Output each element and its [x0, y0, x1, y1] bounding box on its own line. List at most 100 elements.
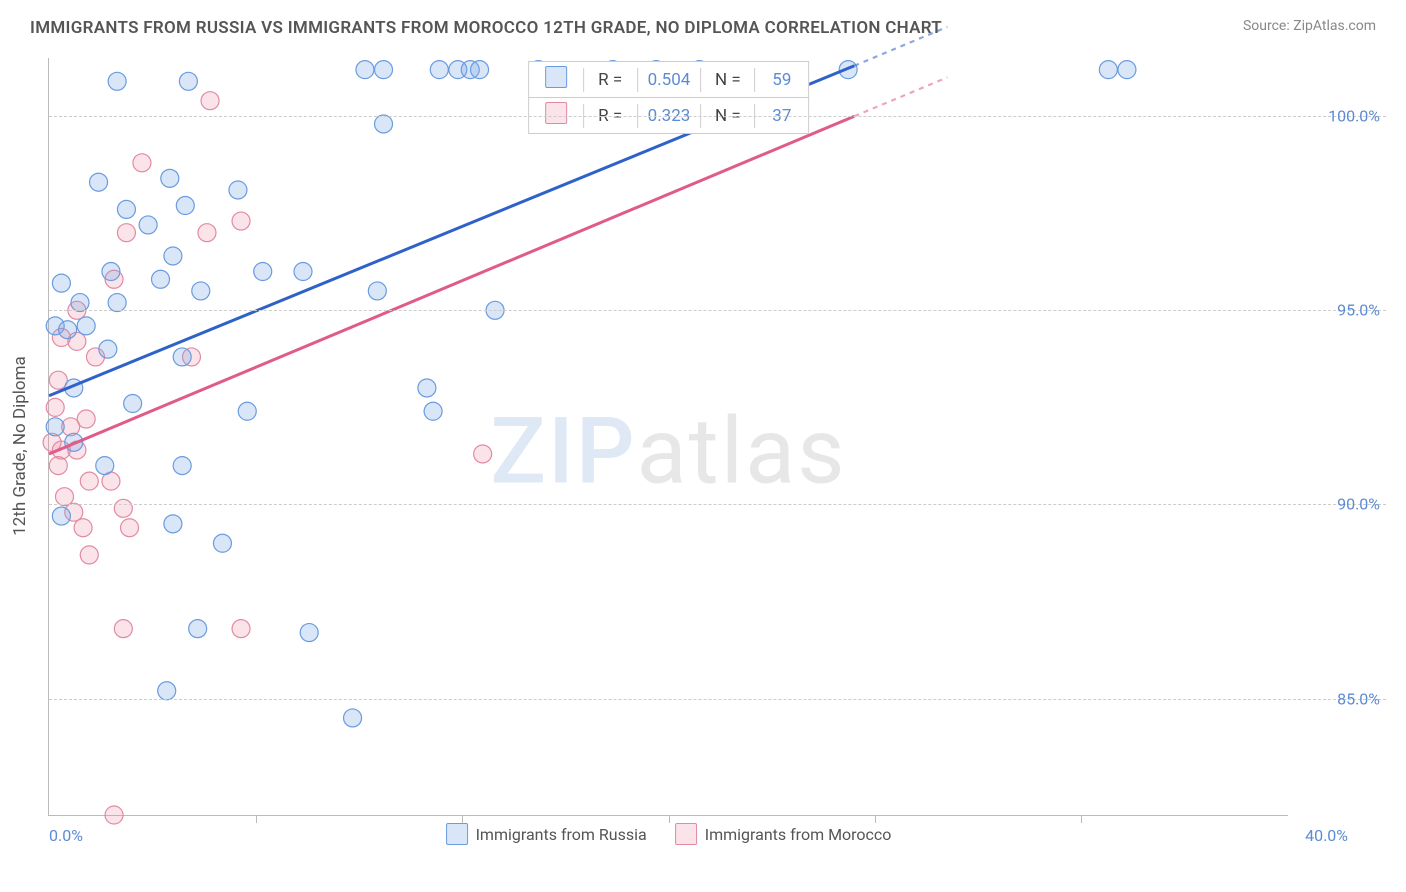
- correlation-table: R =0.504N =59R =0.323N =37: [528, 62, 810, 134]
- scatter-point-russia: [238, 402, 256, 420]
- gridline-h: [49, 310, 1386, 311]
- legend-label: Immigrants from Russia: [476, 825, 647, 844]
- gridline-h: [49, 504, 1386, 505]
- scatter-point-morocco: [201, 92, 219, 110]
- y-axis-label: 12th Grade, No Diploma: [10, 356, 30, 536]
- scatter-point-russia: [254, 263, 272, 281]
- x-tick: [256, 815, 257, 823]
- rtable-row-russia: R =0.504N =59: [528, 61, 810, 98]
- scatter-point-russia: [179, 72, 197, 90]
- scatter-point-russia: [108, 72, 126, 90]
- scatter-point-russia: [176, 197, 194, 215]
- scatter-point-morocco: [55, 488, 73, 506]
- scatter-point-russia: [108, 294, 126, 312]
- scatter-point-morocco: [114, 499, 132, 517]
- scatter-point-morocco: [114, 620, 132, 638]
- scatter-point-morocco: [133, 154, 151, 172]
- source-link[interactable]: ZipAtlas.com: [1293, 18, 1376, 34]
- scatter-point-russia: [375, 115, 393, 133]
- scatter-point-russia: [375, 61, 393, 79]
- scatter-point-morocco: [232, 620, 250, 638]
- scatter-point-morocco: [46, 398, 64, 416]
- scatter-point-russia: [158, 682, 176, 700]
- rtable-R-value: 0.504: [637, 68, 701, 92]
- scatter-point-morocco: [232, 212, 250, 230]
- scatter-point-russia: [164, 247, 182, 265]
- scatter-point-russia: [71, 294, 89, 312]
- x-range-label: 40.0%: [1305, 826, 1348, 845]
- scatter-point-morocco: [49, 457, 67, 475]
- plot-area: ZIPatlas R =0.504N =59R =0.323N =37 Immi…: [48, 58, 1288, 816]
- scatter-point-morocco: [74, 519, 92, 537]
- x-tick: [875, 815, 876, 823]
- rtable-N-value: 59: [754, 68, 808, 92]
- scatter-point-russia: [368, 282, 386, 300]
- scatter-point-russia: [59, 321, 77, 339]
- scatter-point-russia: [46, 418, 64, 436]
- x-range-label: 0.0%: [49, 826, 83, 845]
- gridline-h: [49, 116, 1386, 117]
- scatter-point-russia: [229, 181, 247, 199]
- scatter-point-russia: [1118, 61, 1136, 79]
- scatter-point-russia: [424, 402, 442, 420]
- legend-item-russia: Immigrants from Russia: [446, 823, 647, 845]
- y-tick-label: 95.0%: [1337, 301, 1380, 320]
- scatter-point-russia: [471, 61, 489, 79]
- scatter-point-morocco: [117, 224, 135, 242]
- scatter-point-russia: [102, 263, 120, 281]
- bottom-legend: Immigrants from Russia Immigrants from Mo…: [446, 823, 892, 845]
- x-tick: [669, 815, 670, 823]
- scatter-point-russia: [173, 348, 191, 366]
- legend-label: Immigrants from Morocco: [705, 825, 892, 844]
- scatter-point-russia: [213, 534, 231, 552]
- source-label: Source:: [1243, 18, 1290, 34]
- scatter-point-morocco: [105, 806, 123, 824]
- scatter-point-russia: [294, 263, 312, 281]
- scatter-point-russia: [1099, 61, 1117, 79]
- scatter-point-russia: [356, 61, 374, 79]
- scatter-point-morocco: [80, 546, 98, 564]
- chart-title: IMMIGRANTS FROM RUSSIA VS IMMIGRANTS FRO…: [30, 18, 942, 38]
- scatter-point-russia: [152, 270, 170, 288]
- scatter-point-russia: [418, 379, 436, 397]
- scatter-point-russia: [124, 395, 142, 413]
- scatter-point-morocco: [121, 519, 139, 537]
- rtable-swatch: [529, 64, 583, 95]
- regression-extrap-morocco: [854, 77, 947, 116]
- legend-item-morocco: Immigrants from Morocco: [675, 823, 892, 845]
- scatter-point-russia: [52, 274, 70, 292]
- scatter-point-morocco: [198, 224, 216, 242]
- y-tick-label: 85.0%: [1337, 689, 1380, 708]
- scatter-point-russia: [99, 340, 117, 358]
- legend-swatch: [675, 823, 697, 845]
- scatter-point-morocco: [80, 472, 98, 490]
- scatter-point-russia: [189, 620, 207, 638]
- scatter-point-russia: [161, 169, 179, 187]
- scatter-point-russia: [192, 282, 210, 300]
- scatter-svg: [49, 58, 1288, 815]
- scatter-point-russia: [139, 216, 157, 234]
- gridline-h: [49, 699, 1386, 700]
- scatter-point-russia: [430, 61, 448, 79]
- scatter-point-russia: [344, 709, 362, 727]
- y-tick-label: 90.0%: [1337, 495, 1380, 514]
- scatter-point-russia: [173, 457, 191, 475]
- scatter-point-russia: [77, 317, 95, 335]
- regression-line-morocco: [49, 116, 854, 454]
- x-tick: [1081, 815, 1082, 823]
- scatter-point-russia: [90, 173, 108, 191]
- y-tick-label: 100.0%: [1328, 107, 1380, 126]
- rtable-R-label: R =: [583, 68, 637, 92]
- scatter-point-russia: [300, 624, 318, 642]
- x-tick: [462, 815, 463, 823]
- plot-region: 12th Grade, No Diploma ZIPatlas R =0.504…: [48, 58, 1386, 834]
- rtable-N-label: N =: [700, 68, 754, 92]
- scatter-point-morocco: [474, 445, 492, 463]
- scatter-point-russia: [117, 200, 135, 218]
- scatter-point-russia: [52, 507, 70, 525]
- legend-swatch: [446, 823, 468, 845]
- scatter-point-russia: [164, 515, 182, 533]
- scatter-point-russia: [96, 457, 114, 475]
- source-attribution: Source: ZipAtlas.com: [1243, 18, 1376, 34]
- scatter-point-morocco: [77, 410, 95, 428]
